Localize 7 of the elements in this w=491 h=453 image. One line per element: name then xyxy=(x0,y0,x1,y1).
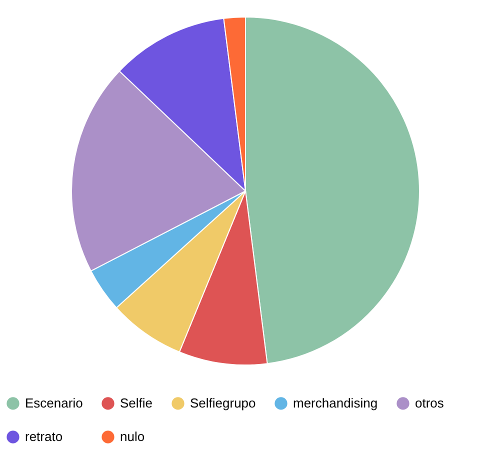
legend-label: Selfiegrupo xyxy=(190,395,256,410)
legend-label: nulo xyxy=(120,429,145,444)
legend-label: Escenario xyxy=(25,395,83,410)
legend-label: retrato xyxy=(25,429,63,444)
legend-label: merchandising xyxy=(293,395,378,410)
legend-label: otros xyxy=(415,395,444,410)
legend-label: Selfie xyxy=(120,395,153,410)
